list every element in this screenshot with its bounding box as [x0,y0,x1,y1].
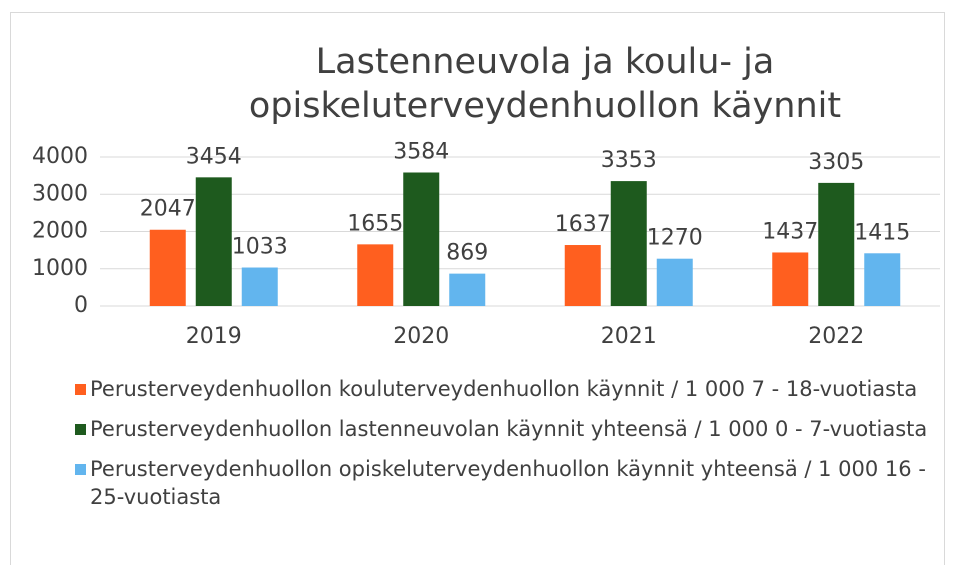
bar [149,229,186,306]
data-label: 1655 [347,211,403,236]
y-tick-label: 2000 [32,219,88,244]
y-tick-label: 0 [74,293,88,318]
data-label: 1637 [555,212,611,237]
bar [241,267,278,306]
data-label: 1415 [854,220,910,245]
bar [864,253,901,306]
legend-swatch [75,424,86,435]
chart-frame [10,12,945,565]
legend: Perusterveydenhuollon kouluterveydenhuol… [75,375,935,523]
x-tick-label: 2019 [186,324,242,349]
legend-entry: Perusterveydenhuollon kouluterveydenhuol… [75,375,935,403]
data-label: 869 [446,241,488,266]
data-label: 3305 [808,150,864,175]
legend-label: Perusterveydenhuollon kouluterveydenhuol… [90,377,918,401]
data-label: 3454 [186,144,242,169]
y-tick-label: 3000 [32,181,88,206]
bar [449,273,486,306]
data-label: 1033 [232,235,288,260]
data-label: 3353 [601,148,657,173]
bar [656,258,693,306]
y-tick-label: 1000 [32,256,88,281]
legend-label: Perusterveydenhuollon opiskeluterveydenh… [90,457,926,509]
data-label: 3584 [393,139,449,164]
data-label: 1270 [647,226,703,251]
legend-entry: Perusterveydenhuollon opiskeluterveydenh… [75,455,935,511]
bar [403,172,440,306]
y-tick-label: 4000 [32,144,88,169]
legend-label: Perusterveydenhuollon lastenneuvolan käy… [90,417,928,441]
data-label: 1437 [762,219,818,244]
chart-title: Lastenneuvola ja koulu- ja opiskeluterve… [248,42,842,126]
bar [564,245,601,306]
bar [772,252,809,306]
bar [195,177,232,306]
x-tick-label: 2022 [808,324,864,349]
bar [818,182,855,306]
data-label: 2047 [140,197,196,222]
x-tick-label: 2020 [393,324,449,349]
bar [610,181,647,306]
legend-entry: Perusterveydenhuollon lastenneuvolan käy… [75,415,935,443]
x-tick-label: 2021 [601,324,657,349]
legend-swatch [75,464,86,475]
legend-swatch [75,384,86,395]
bar [357,244,394,306]
